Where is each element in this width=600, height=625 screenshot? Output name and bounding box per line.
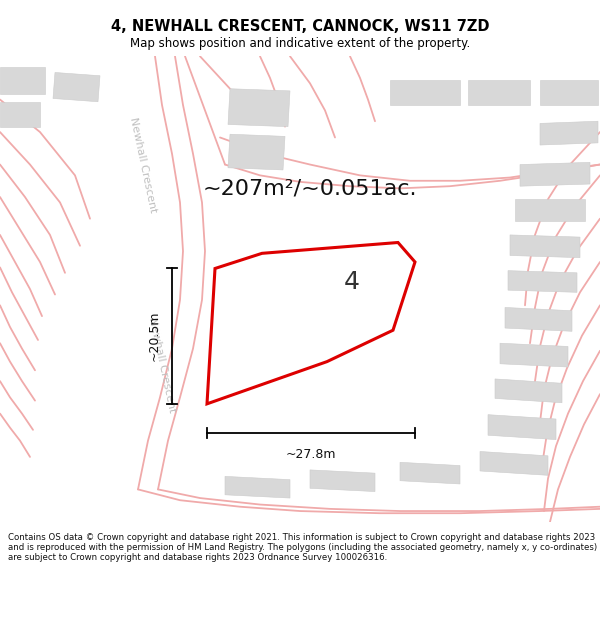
Polygon shape xyxy=(0,56,600,522)
Polygon shape xyxy=(0,102,40,127)
Polygon shape xyxy=(495,379,562,402)
Polygon shape xyxy=(488,414,556,439)
Polygon shape xyxy=(390,80,460,105)
Polygon shape xyxy=(540,80,598,105)
Polygon shape xyxy=(228,89,290,127)
Polygon shape xyxy=(468,80,530,105)
Polygon shape xyxy=(515,199,585,221)
Polygon shape xyxy=(207,242,415,404)
Polygon shape xyxy=(400,462,460,484)
Text: Newhall Crescent: Newhall Crescent xyxy=(147,316,177,414)
Text: Contains OS data © Crown copyright and database right 2021. This information is : Contains OS data © Crown copyright and d… xyxy=(8,532,597,562)
Polygon shape xyxy=(505,308,572,331)
Polygon shape xyxy=(480,451,548,475)
Text: Map shows position and indicative extent of the property.: Map shows position and indicative extent… xyxy=(130,38,470,50)
Polygon shape xyxy=(53,72,100,102)
Polygon shape xyxy=(500,343,568,367)
Text: ~20.5m: ~20.5m xyxy=(148,311,161,361)
Text: ~27.8m: ~27.8m xyxy=(286,448,336,461)
Polygon shape xyxy=(508,271,577,292)
Text: ~207m²/~0.051ac.: ~207m²/~0.051ac. xyxy=(203,178,417,198)
Polygon shape xyxy=(310,470,375,491)
Polygon shape xyxy=(228,134,285,170)
Polygon shape xyxy=(0,67,45,94)
Text: 4: 4 xyxy=(344,270,359,294)
Polygon shape xyxy=(225,476,290,498)
Text: 4, NEWHALL CRESCENT, CANNOCK, WS11 7ZD: 4, NEWHALL CRESCENT, CANNOCK, WS11 7ZD xyxy=(111,19,489,34)
Text: Newhall Crescent: Newhall Crescent xyxy=(128,116,158,213)
Polygon shape xyxy=(510,235,580,258)
Polygon shape xyxy=(540,121,598,145)
Polygon shape xyxy=(520,162,590,186)
